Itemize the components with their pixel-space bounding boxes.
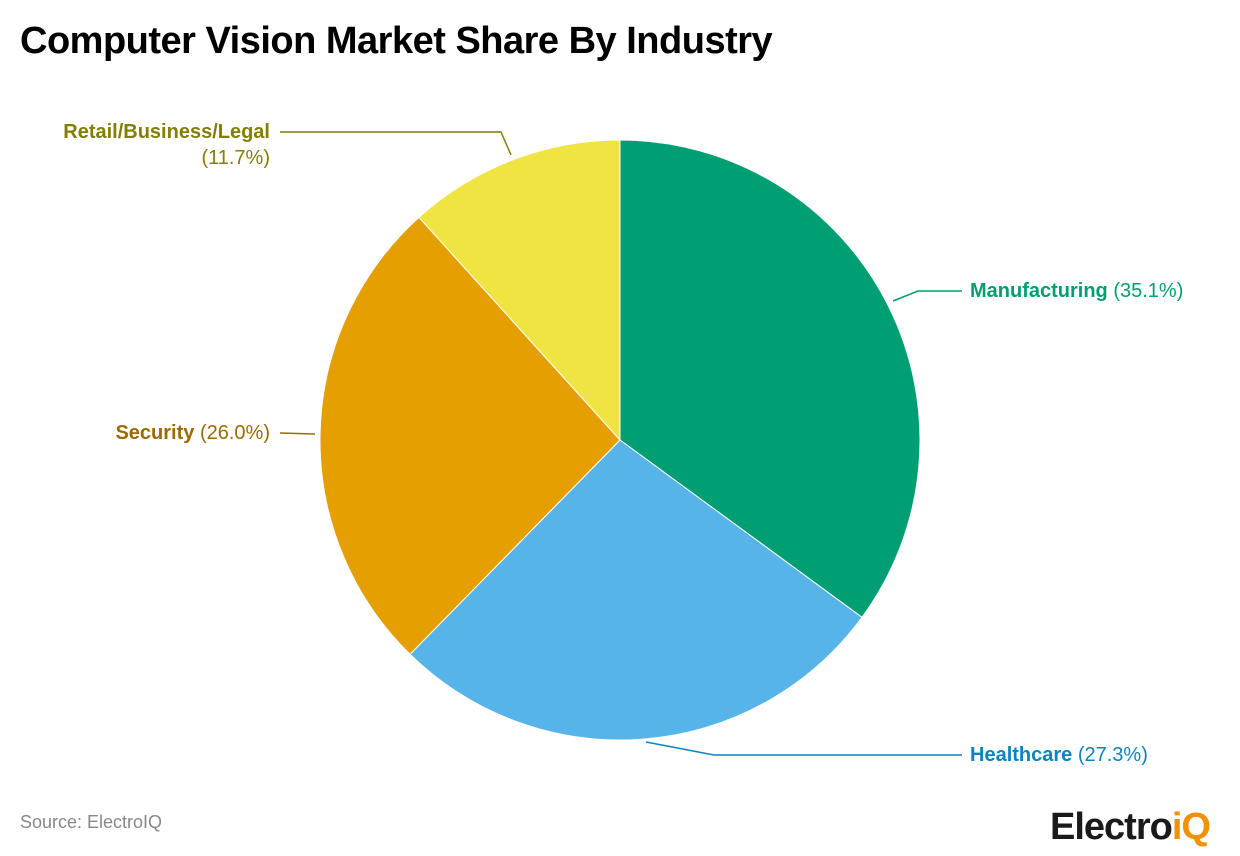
leader-retail (280, 131, 512, 156)
slice-retail (418, 139, 621, 442)
label-retail: Retail/Business/Legal (11.7%) (63, 121, 270, 169)
label-security: Security (26.0%) (115, 422, 270, 444)
chart-title: Computer Vision Market Share By Industry (20, 20, 773, 62)
leader-manufacturing (892, 290, 962, 302)
slice-healthcare (409, 439, 863, 741)
slice-security (319, 216, 621, 655)
electroiq-logo: ElectroiQ (1050, 806, 1211, 848)
label-manufacturing: Manufacturing (35.1%) (970, 280, 1184, 302)
slice-manufacturing (619, 139, 921, 619)
source-note: Source: ElectroIQ (20, 812, 163, 832)
label-healthcare: Healthcare (27.3%) (970, 744, 1148, 766)
leader-healthcare (645, 741, 962, 756)
leader-security (279, 432, 316, 435)
